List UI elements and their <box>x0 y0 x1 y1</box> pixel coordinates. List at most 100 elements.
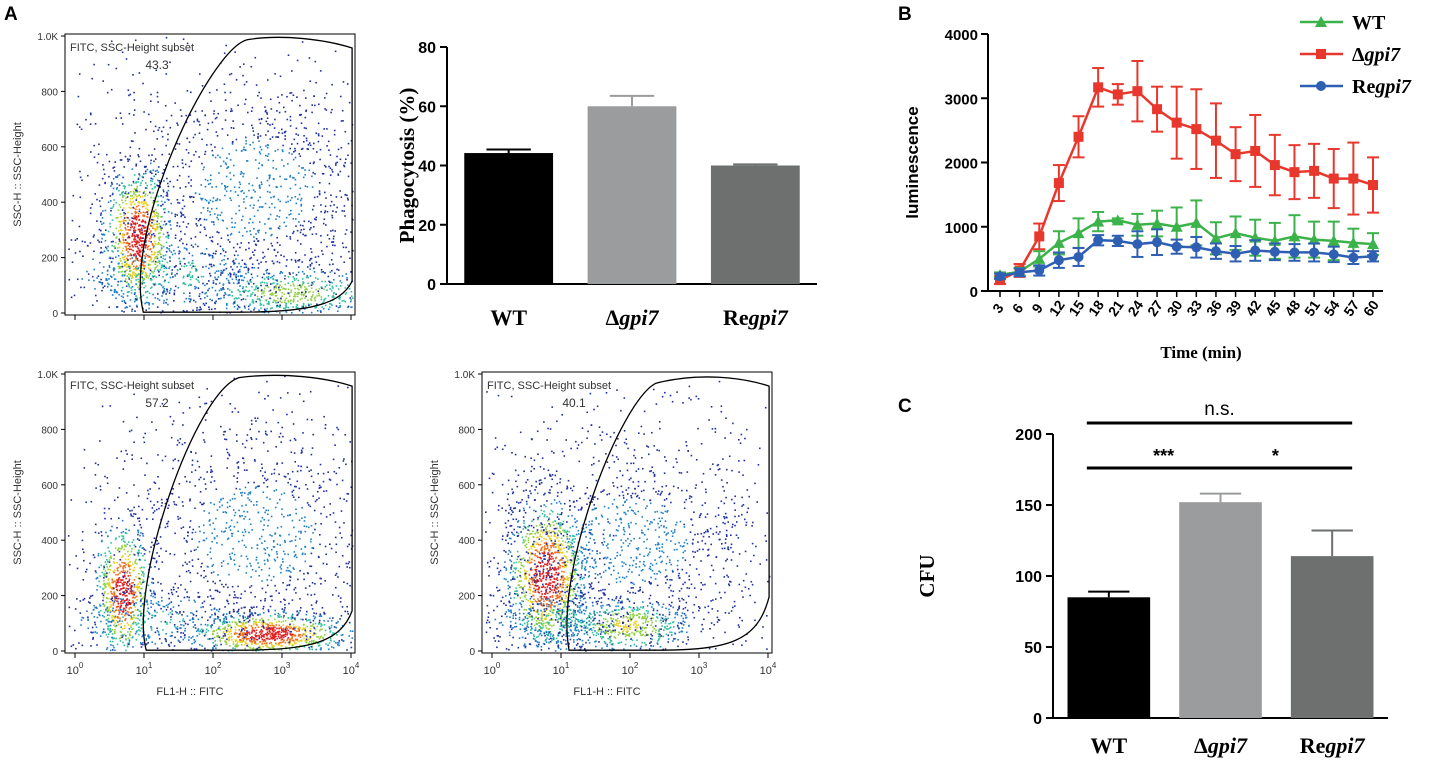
flow-event-dot <box>140 212 142 214</box>
flow-event-dot <box>121 545 123 547</box>
flow-event-dot <box>350 300 352 303</box>
flow-event-dot <box>200 212 203 214</box>
flow-event-dot <box>118 262 120 265</box>
flow-event-dot <box>145 291 147 293</box>
flow-event-dot <box>146 296 148 299</box>
flow-event-dot <box>264 644 267 646</box>
flow-event-dot <box>313 271 316 273</box>
flow-event-dot <box>299 231 302 234</box>
flow-event-dot <box>300 210 303 212</box>
flow-event-dot <box>346 197 349 200</box>
flow-event-dot <box>230 614 232 617</box>
flow-event-dot <box>136 416 138 419</box>
flow-event-dot <box>235 79 238 81</box>
flow-event-dot <box>243 636 246 639</box>
flow-event-dot <box>273 472 276 475</box>
flow-event-dot <box>259 302 262 305</box>
flow-event-dot <box>124 595 127 597</box>
flow-event-dot <box>139 255 141 257</box>
flow-event-dot <box>198 466 201 468</box>
flow-event-dot <box>279 601 282 603</box>
flow-event-dot <box>192 528 194 531</box>
flow-event-dot <box>169 276 172 279</box>
flow-event-dot <box>120 450 123 453</box>
flow-event-dot <box>300 452 303 454</box>
flow-event-dot <box>103 604 106 606</box>
flow-event-dot <box>245 286 248 288</box>
flow-event-dot <box>156 539 158 542</box>
flow-event-dot <box>222 249 225 252</box>
flow-event-dot <box>258 186 261 188</box>
flow-event-dot <box>253 620 255 623</box>
flow-event-dot <box>230 266 232 268</box>
flow-event-dot <box>147 489 149 492</box>
flow-event-dot <box>294 439 297 441</box>
flow-event-dot <box>140 544 142 547</box>
flow-event-dot <box>280 254 282 256</box>
flow-event-dot <box>146 208 149 211</box>
flow-event-dot <box>143 111 145 113</box>
flow-event-dot <box>111 577 113 580</box>
flow-event-dot <box>283 515 285 518</box>
flow-event-dot <box>101 571 104 574</box>
flow-event-dot <box>248 308 250 310</box>
flow-event-dot <box>223 52 226 55</box>
flow-event-dot <box>103 616 105 618</box>
flow-event-dot <box>230 636 233 638</box>
flow-event-dot <box>134 597 136 599</box>
flow-event-dot <box>119 152 122 154</box>
flow-event-dot <box>267 610 270 613</box>
flow-event-dot <box>141 532 144 535</box>
flow-event-dot <box>127 226 129 228</box>
flow-event-dot <box>288 626 290 628</box>
flow-event-dot <box>135 189 137 191</box>
flow-event-dot <box>169 220 171 222</box>
flow-event-dot <box>148 275 151 277</box>
flow-event-dot <box>172 420 175 422</box>
flow-event-dot <box>97 275 100 277</box>
flow-event-dot <box>134 253 137 255</box>
flow-event-dot <box>265 421 268 424</box>
flow-event-dot <box>103 250 106 252</box>
flow-event-dot <box>273 299 275 301</box>
flow-event-dot <box>116 562 118 564</box>
flow-event-dot <box>284 603 286 606</box>
flow-event-dot <box>240 265 242 268</box>
flow-event-dot <box>142 271 145 273</box>
flow-event-dot <box>330 281 332 284</box>
flow-event-dot <box>299 155 302 157</box>
flow-event-dot <box>320 648 322 651</box>
flow-event-dot <box>328 280 330 283</box>
flow-event-dot <box>124 255 127 257</box>
flow-event-dot <box>107 201 110 203</box>
flow-event-dot <box>141 587 143 590</box>
flow-event-dot <box>275 286 277 289</box>
flow-event-dot <box>287 641 289 644</box>
flow-event-dot <box>137 241 139 244</box>
flow-event-dot <box>107 568 110 571</box>
flow-event-dot <box>267 624 269 626</box>
flow-event-dot <box>112 570 115 573</box>
flow-event-dot <box>314 622 317 625</box>
flow-event-dot <box>140 566 143 569</box>
flow-event-dot <box>125 587 128 590</box>
flow-event-dot <box>105 648 108 651</box>
flow-event-dot <box>266 276 268 279</box>
flow-event-dot <box>267 286 270 288</box>
flow-event-dot <box>267 153 270 155</box>
flow-event-dot <box>133 293 136 295</box>
flow-event-dot <box>127 222 130 224</box>
flow-event-dot <box>278 614 281 616</box>
flow-event-dot <box>253 236 255 238</box>
flow-event-dot <box>293 641 296 643</box>
flow-event-dot <box>129 568 131 571</box>
flow-event-dot <box>276 186 278 188</box>
flow-event-dot <box>257 562 259 564</box>
flow-event-dot <box>304 234 306 237</box>
flow-event-dot <box>220 237 223 239</box>
flow-event-dot <box>254 596 256 598</box>
flow-event-dot <box>276 502 279 504</box>
flow-event-dot <box>285 310 287 312</box>
flow-event-dot <box>127 562 129 564</box>
flow-event-dot <box>301 517 303 519</box>
